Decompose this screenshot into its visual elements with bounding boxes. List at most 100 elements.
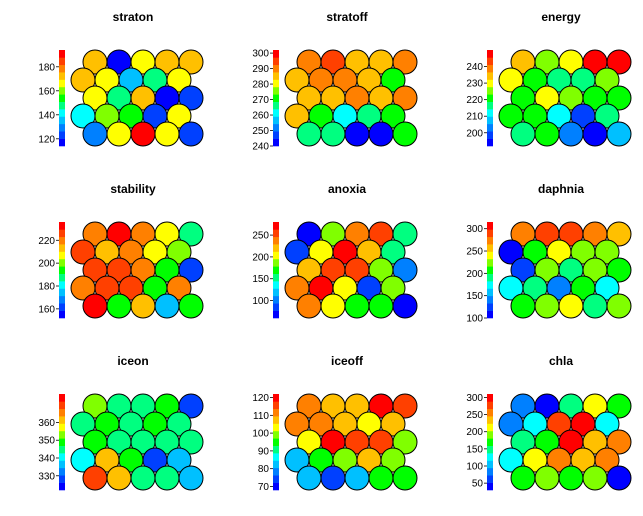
color-key-segment	[59, 416, 65, 424]
tick-label: 220	[38, 236, 55, 247]
color-key-segment	[487, 244, 493, 252]
tick-label: 100	[252, 296, 269, 307]
color-key-segment	[487, 288, 493, 297]
som-cell	[594, 67, 620, 93]
color-key-segment	[487, 401, 493, 410]
tick-label: 200	[466, 269, 483, 280]
tick-label: 90	[258, 446, 270, 457]
som-cell	[82, 121, 108, 147]
som-cell	[166, 103, 192, 129]
tick-label: 250	[252, 126, 269, 137]
color-key-segment	[273, 101, 279, 110]
color-key-segment	[59, 482, 65, 491]
som-cell	[178, 393, 204, 419]
tick-label: 200	[38, 259, 55, 270]
som-cell	[534, 465, 560, 491]
color-key-segment	[59, 394, 65, 402]
color-key-segment	[59, 288, 65, 297]
panel-title: stratoff	[326, 10, 368, 24]
som-cell	[392, 293, 418, 319]
color-key-segment	[487, 281, 493, 289]
som-cell	[320, 293, 346, 319]
som-cell	[380, 275, 406, 301]
som-cell	[534, 293, 560, 319]
panel-chla: chla 50 100 150 200 250 300	[466, 354, 632, 491]
som-cell	[178, 429, 204, 455]
tick-label: 150	[252, 274, 269, 285]
som-cell	[106, 121, 132, 147]
color-key-segment	[273, 430, 279, 439]
som-cell	[582, 293, 608, 319]
color-key-segment	[273, 273, 279, 282]
color-key-segment	[487, 229, 493, 238]
color-key-segment	[273, 482, 279, 491]
som-cell	[510, 465, 536, 491]
color-key-segment	[487, 266, 493, 274]
som-cell	[296, 293, 322, 319]
color-key-segment	[59, 258, 65, 267]
som-cell	[594, 275, 620, 301]
color-key-segment	[487, 416, 493, 424]
som-cell	[380, 103, 406, 129]
color-key-segment	[273, 438, 279, 446]
som-cell	[594, 447, 620, 473]
tick-label: 280	[252, 80, 269, 91]
color-key-segment	[59, 131, 65, 139]
tick-label: 150	[466, 444, 483, 455]
color-key-segment	[273, 57, 279, 66]
color-key-segment	[59, 251, 65, 260]
color-key-segment	[487, 101, 493, 110]
tick-label: 180	[38, 62, 55, 73]
color-key-segment	[487, 123, 493, 132]
color-key-segment	[273, 416, 279, 424]
color-key-segment	[59, 408, 65, 417]
som-cell	[594, 239, 620, 265]
som-cell	[154, 465, 180, 491]
tick-label: 200	[466, 128, 483, 139]
color-key-segment	[59, 453, 65, 461]
tick-label: 180	[38, 282, 55, 293]
color-key-segment	[487, 109, 493, 117]
color-key-segment	[273, 423, 279, 432]
som-cell	[606, 465, 632, 491]
color-key-segment	[59, 310, 65, 319]
color-key-segment	[59, 116, 65, 125]
color-key-segment	[487, 423, 493, 432]
color-key-segment	[487, 64, 493, 73]
tick-label: 290	[252, 64, 269, 75]
tick-label: 80	[258, 464, 270, 475]
color-key-segment	[273, 251, 279, 260]
color-key-segment	[273, 281, 279, 289]
color-key-segment	[273, 445, 279, 454]
color-key-segment	[487, 273, 493, 282]
som-cell	[166, 447, 192, 473]
som-cell	[82, 293, 108, 319]
tick-label: 360	[38, 418, 55, 429]
som-cell	[582, 465, 608, 491]
som-cell	[582, 121, 608, 147]
tick-label: 210	[466, 112, 483, 123]
tick-label: 120	[38, 134, 55, 145]
som-cell	[606, 393, 632, 419]
color-key-segment	[59, 138, 65, 147]
som-cell	[344, 293, 370, 319]
tick-label: 50	[472, 479, 484, 490]
som-cell	[380, 67, 406, 93]
som-cell	[166, 411, 192, 437]
color-key-segment	[487, 303, 493, 311]
color-key-segment	[59, 266, 65, 274]
color-key-segment	[273, 460, 279, 469]
color-key-segment	[487, 430, 493, 439]
color-key-segment	[273, 408, 279, 417]
panel-stability: stability 160 180 200 220	[38, 182, 204, 319]
panel-title: daphnia	[538, 182, 584, 196]
tick-label: 270	[252, 95, 269, 106]
color-key-segment	[273, 50, 279, 58]
som-cell	[320, 121, 346, 147]
som-cell	[130, 465, 156, 491]
tick-label: 120	[252, 393, 269, 404]
color-key-segment	[487, 131, 493, 139]
tick-label: 200	[466, 427, 483, 438]
color-key-segment	[59, 57, 65, 66]
